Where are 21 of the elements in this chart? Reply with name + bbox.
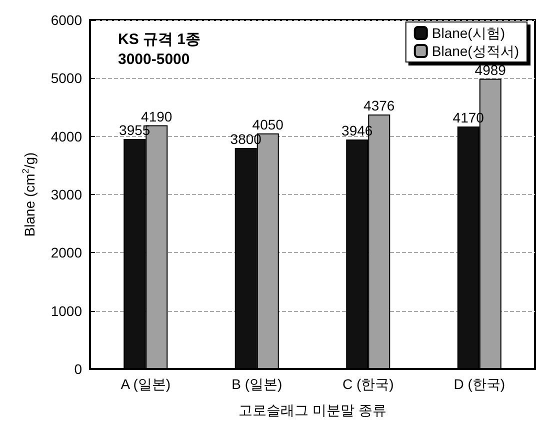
y-axis-title: Blane (cm2/g): [20, 152, 38, 237]
x-tick-label: A (일본): [120, 376, 171, 392]
y-tick-label: 1000: [50, 302, 82, 319]
x-tick-label: D (한국): [454, 376, 506, 392]
y-tick-label: 2000: [50, 244, 82, 261]
data-label: 4190: [141, 108, 172, 124]
annotation: KS 규격 1종: [118, 31, 201, 48]
annotation: 3000-5000: [118, 51, 190, 68]
data-label: 4376: [364, 97, 395, 114]
x-axis-title: 고로슬래그 미분말 종류: [238, 402, 386, 418]
data-label: 4050: [252, 116, 284, 132]
x-tick-label: B (일본): [232, 376, 282, 392]
y-tick-label: 5000: [50, 70, 82, 86]
x-tick-label: C (한국): [342, 376, 394, 392]
y-tick-label: 0: [74, 361, 82, 377]
y-tick-label: 3000: [50, 186, 82, 202]
legend-label: Blane(성적서): [432, 43, 520, 59]
legend-label: Blane(시험): [432, 25, 506, 41]
y-tick-label: 6000: [50, 12, 82, 28]
data-label: 4989: [474, 62, 506, 78]
y-tick-label: 4000: [50, 128, 82, 144]
